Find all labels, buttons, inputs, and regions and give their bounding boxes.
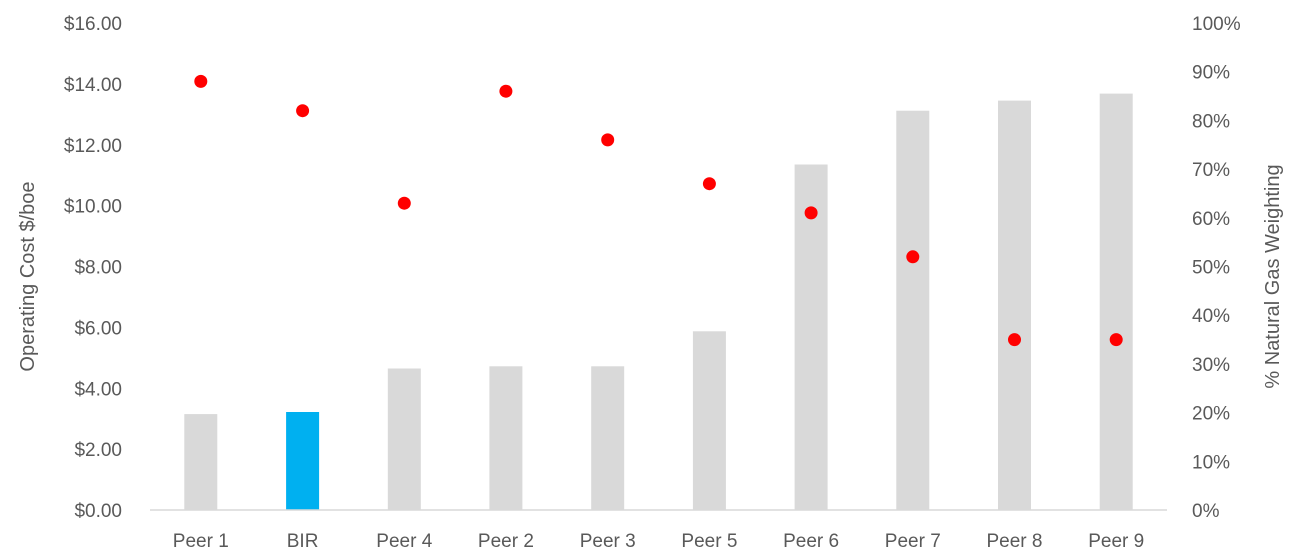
y-tick-label: $10.00 xyxy=(64,197,122,218)
y-axis-ticks: $0.00 $2.00 $4.00 $6.00 $8.00 $10.00 $12.00 $14… xyxy=(64,14,122,522)
y-tick-label: $6.00 xyxy=(74,318,122,339)
y-tick-label: $2.00 xyxy=(74,440,122,461)
points-layer xyxy=(194,74,1123,347)
y-tick-label: $4.00 xyxy=(74,379,122,400)
x-tick-label: Peer 8 xyxy=(987,531,1043,552)
bar-peer-3 xyxy=(591,366,625,510)
y2-axis-title: % Natural Gas Weighting xyxy=(1262,164,1284,388)
bar-peer-7 xyxy=(896,110,930,510)
bars-layer xyxy=(184,93,1133,510)
gas-weight-point-peer-5 xyxy=(702,177,716,191)
y-tick-label: $14.00 xyxy=(64,75,122,96)
x-tick-label: Peer 4 xyxy=(376,531,432,552)
y2-axis-ticks: 0% 10% 20% 30% 40% 50% 60% 70% 80% 90% 100% xyxy=(1192,14,1241,522)
y2-tick-label: 40% xyxy=(1192,306,1230,327)
y2-tick-label: 90% xyxy=(1192,63,1230,84)
bar-peer-2 xyxy=(489,366,523,510)
y-tick-label: $8.00 xyxy=(74,258,122,279)
y-tick-label: $0.00 xyxy=(74,501,122,522)
x-tick-label: Peer 3 xyxy=(580,531,636,552)
y-axis-title: Operating Cost $/boe xyxy=(17,181,39,371)
bar-peer-8 xyxy=(998,100,1031,510)
y2-tick-label: 0% xyxy=(1192,501,1220,522)
y2-tick-label: 50% xyxy=(1192,258,1230,279)
x-tick-label: Peer 2 xyxy=(478,531,534,552)
gas-weight-point-peer-4 xyxy=(397,196,411,210)
gas-weight-point-peer-6 xyxy=(804,206,818,220)
bar-bir xyxy=(286,412,320,510)
x-axis-ticks: Peer 1 BIR Peer 4 Peer 2 Peer 3 Peer 5 Peer 6 P… xyxy=(173,531,1144,552)
y2-tick-label: 10% xyxy=(1192,452,1230,473)
bar-peer-1 xyxy=(184,414,218,510)
bar-peer-9 xyxy=(1099,93,1133,510)
gas-weight-point-bir xyxy=(296,104,310,118)
y-tick-label: $16.00 xyxy=(64,14,122,35)
y2-tick-label: 70% xyxy=(1192,160,1230,181)
y2-tick-label: 30% xyxy=(1192,355,1230,376)
gas-weight-point-peer-3 xyxy=(601,133,615,147)
gas-weight-point-peer-7 xyxy=(906,250,920,264)
x-tick-label: Peer 6 xyxy=(783,531,839,552)
gas-weight-point-peer-9 xyxy=(1109,333,1123,347)
bar-peer-5 xyxy=(692,331,726,510)
x-tick-label: BIR xyxy=(287,531,319,552)
x-tick-label: Peer 9 xyxy=(1088,531,1144,552)
y2-tick-label: 80% xyxy=(1192,111,1230,132)
bar-peer-4 xyxy=(387,368,421,510)
gas-weight-point-peer-2 xyxy=(499,84,513,98)
x-tick-label: Peer 7 xyxy=(885,531,941,552)
y2-tick-label: 60% xyxy=(1192,209,1230,230)
gas-weight-point-peer-1 xyxy=(194,74,208,88)
gas-weight-point-peer-8 xyxy=(1008,333,1021,347)
bar-peer-6 xyxy=(794,164,828,510)
x-tick-label: Peer 5 xyxy=(681,531,737,552)
y2-tick-label: 20% xyxy=(1192,404,1230,425)
y2-tick-label: 100% xyxy=(1192,14,1241,35)
x-tick-label: Peer 1 xyxy=(173,531,229,552)
y-tick-label: $12.00 xyxy=(64,136,122,157)
